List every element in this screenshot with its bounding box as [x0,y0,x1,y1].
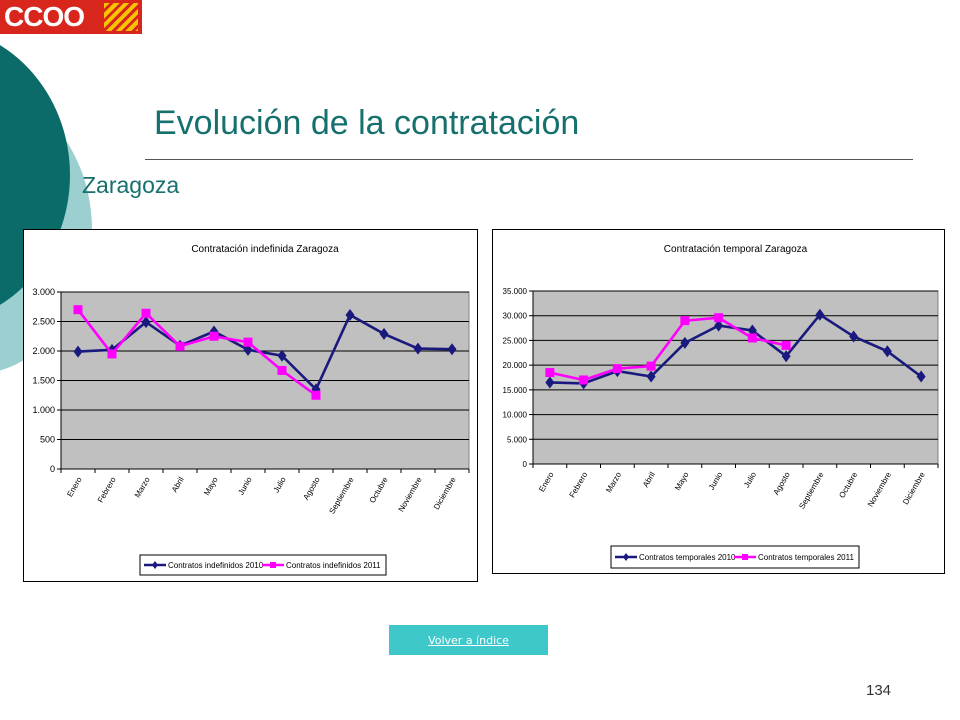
chart-indefinite-svg: Contratación indefinida Zaragoza 0 500 1.00… [32,244,470,576]
series-line-1 [549,316,787,382]
x-tick-label: Abril [641,470,657,489]
x-tick-label: Diciembre [901,470,927,506]
y-tick-label: 30.000 [503,312,528,321]
legend-marker [742,554,748,560]
x-tick-label: Agosto [301,475,322,502]
legend-label: Contratos temporales 2011 [758,553,854,562]
x-tick-label: Julio [272,475,288,494]
page-title: Evolución de la contratación [154,104,580,142]
x-tick-label: Marzo [133,475,152,499]
data-point-2010 [545,376,555,389]
x-tick-label: Octubre [837,470,859,500]
y-tick-label: 15.000 [503,386,528,395]
data-point-2011 [141,308,151,318]
x-tick-label: Febrero [568,470,590,499]
data-point-2010 [680,336,690,349]
back-to-index-button[interactable]: Volver a índice [389,625,548,655]
data-point-2010 [277,349,287,362]
data-point-2011 [747,333,757,343]
x-tick-label: Septiembre [797,470,826,510]
page-number: 134 [866,682,892,699]
data-point-2011 [311,390,321,400]
y-tick-label: 25.000 [503,336,528,345]
x-tick-label: Abril [170,475,186,494]
aragon-flag-icon [104,3,138,31]
chart-temporary: Contratación temporal Zaragoza 0 5.000 10.0… [492,229,945,574]
chart-temporary-svg: Contratación temporal Zaragoza 0 5.000 10.0… [503,244,939,569]
data-point-2011 [646,361,656,371]
series-line-1 [76,308,317,397]
y-tick-label: 3.000 [32,287,55,297]
y-tick-label: 5.000 [507,435,528,444]
data-point-2011 [243,337,253,347]
legend-label: Contratos temporales 2010 [639,553,736,562]
data-point-2011 [680,316,690,326]
y-tick-label: 2.000 [32,346,55,356]
legend-label: Contratos indefinidos 2011 [286,561,381,570]
data-point-2010 [916,370,926,383]
legend-label: Contratos indefinidos 2010 [168,561,264,570]
data-point-2011 [612,364,622,374]
ccoo-logo: CCOO [0,0,142,34]
data-point-2010 [243,343,253,356]
data-point-2010 [447,343,457,356]
y-tick-label: 2.500 [32,317,55,327]
y-tick-label: 1.500 [32,376,55,386]
data-point-2010 [345,309,355,322]
y-tick-label: 0 [523,460,528,469]
x-tick-label: Agosto [772,470,793,497]
data-point-2011 [73,305,83,315]
data-point-2010 [781,350,791,363]
x-tick-label: Noviembre [397,475,424,513]
title-divider [145,159,913,160]
data-point-2010 [379,327,389,340]
chart-indefinite: Contratación indefinida Zaragoza 0 500 1.00… [23,229,478,582]
y-tick-label: 20.000 [503,361,528,370]
data-point-2011 [277,365,287,375]
data-point-2011 [545,368,555,378]
chart-title: Contratación temporal Zaragoza [664,244,808,255]
y-tick-label: 0 [50,464,55,474]
data-point-2011 [579,375,589,385]
data-point-2010 [141,316,151,329]
data-point-2011 [175,341,185,351]
data-point-2011 [209,331,219,341]
y-tick-label: 35.000 [503,287,528,296]
x-tick-label: Febrero [96,475,118,504]
y-tick-label: 1.000 [32,405,55,415]
data-point-2010 [73,345,83,358]
data-point-2010 [849,330,859,343]
data-point-2010 [815,308,825,321]
x-tick-label: Mayo [202,475,220,497]
x-tick-label: Marzo [604,470,623,494]
x-tick-label: Junio [236,475,254,497]
page-subtitle: Zaragoza [82,172,180,198]
data-point-2011 [107,349,117,359]
x-tick-label: Mayo [673,470,691,492]
x-tick-label: Octubre [368,475,390,505]
x-tick-label: Julio [742,470,758,489]
x-tick-label: Diciembre [432,475,458,511]
x-tick-label: Enero [537,470,556,493]
data-point-2010 [882,345,892,358]
data-point-2010 [646,370,656,383]
y-tick-label: 10.000 [503,411,528,420]
legend-marker [623,553,629,561]
data-point-2010 [714,319,724,332]
y-tick-label: 500 [40,435,55,445]
series-line-0 [77,313,453,392]
legend-marker [152,561,158,569]
x-tick-label: Noviembre [866,470,893,508]
logo-text: CCOO [4,1,85,32]
data-point-2011 [781,340,791,350]
x-tick-label: Junio [707,470,725,492]
x-tick-label: Septiembre [327,475,356,515]
data-point-2011 [714,313,724,323]
chart-title: Contratación indefinida Zaragoza [191,244,339,255]
legend-marker [270,562,276,568]
data-point-2010 [413,342,423,355]
x-tick-label: Enero [65,475,84,498]
